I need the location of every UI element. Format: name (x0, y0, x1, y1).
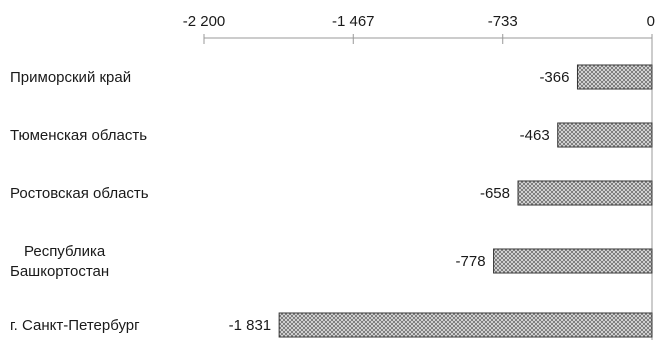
category-labels: Приморский край Тюменская область Ростовск… (10, 69, 149, 334)
bars: -366 -463 -658 -778 -1 831 (229, 64, 653, 338)
category-label: Приморский край (10, 69, 131, 86)
category-label-line: Башкортостан (10, 263, 109, 280)
category-label: Тюменская область (10, 127, 147, 144)
data-label: -1 831 (229, 317, 272, 334)
category-label: Ростовская область (10, 185, 149, 202)
bar (493, 248, 653, 274)
category-label: г. Санкт-Петербург (10, 317, 140, 334)
x-tick-label: 0 (647, 13, 655, 30)
data-label: -463 (520, 127, 550, 144)
bar (517, 180, 653, 206)
data-label: -366 (539, 69, 569, 86)
data-label: -658 (480, 185, 510, 202)
bar (576, 64, 653, 90)
x-tick-label: -2 200 (183, 13, 226, 30)
bar (557, 122, 653, 148)
category-label-line: Республика (24, 243, 106, 260)
bar (278, 312, 653, 338)
x-axis: -2 200 -1 467 -733 0 (183, 13, 655, 340)
x-tick-label: -1 467 (332, 13, 375, 30)
data-label: -778 (456, 253, 486, 270)
x-tick-label: -733 (488, 13, 518, 30)
category-label: Республика Башкортостан (10, 243, 109, 280)
